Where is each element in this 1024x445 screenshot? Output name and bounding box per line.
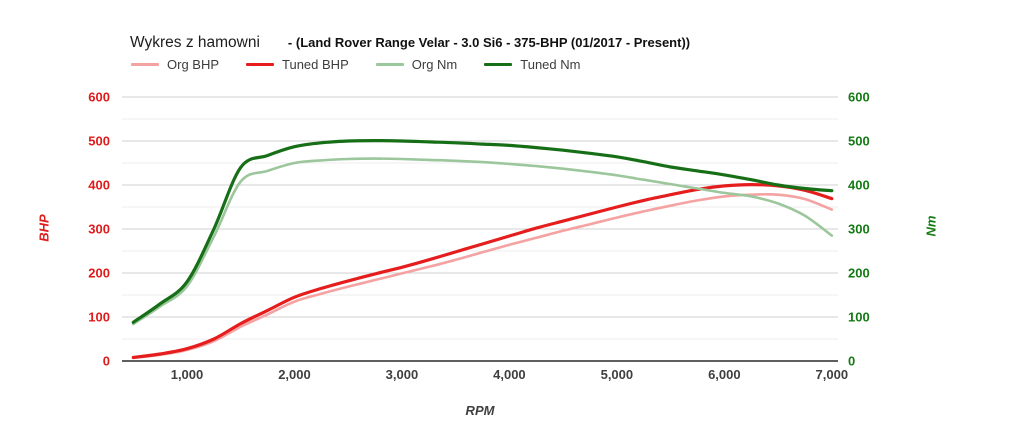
x-axis-title-rpm: RPM [465,403,495,418]
y-tick-label-right-0: 0 [848,354,855,369]
legend-label-tuned-nm: Tuned Nm [520,57,581,72]
x-tick-label-4000: 4,000 [493,367,526,382]
y-tick-label-left-200: 200 [88,266,110,281]
series-line-org-bhp [132,192,834,360]
y-tick-label-right-200: 200 [848,266,870,281]
legend-label-tuned-bhp: Tuned BHP [282,57,349,72]
legend-label-org-nm: Org Nm [411,57,458,72]
chart-title: Wykres z hamowni - (Land Rover Range Vel… [130,34,690,52]
legend-swatch-tuned-bhp-icon [246,63,275,66]
legend-swatch-tuned-nm-icon [484,63,513,66]
legend-label-org-bhp: Org BHP [167,57,220,72]
y-tick-label-left-100: 100 [88,310,110,325]
legend-item-tuned-nm: Tuned Nm [484,57,580,72]
legend-item-org-bhp: Org BHP [131,57,219,72]
chart-legend: Org BHP Tuned BHP Org Nm Tuned Nm [131,57,580,72]
series-line-tuned-bhp [131,182,834,360]
y-tick-label-left-0: 0 [103,354,110,369]
x-tick-label-1000: 1,000 [171,367,204,382]
y-tick-label-right-100: 100 [848,310,870,325]
x-tick-label-3000: 3,000 [386,367,419,382]
x-tick-label-2000: 2,000 [278,367,311,382]
y-tick-label-left-500: 500 [88,134,110,149]
series-line-org-nm [132,157,834,326]
chart-title-main: Wykres z hamowni [130,34,260,51]
y-tick-label-left-400: 400 [88,178,110,193]
y-tick-label-right-400: 400 [848,178,870,193]
y-tick-label-right-600: 600 [848,90,870,105]
legend-swatch-org-nm-icon [375,63,404,66]
x-tick-label-5000: 5,000 [601,367,634,382]
x-tick-label-6000: 6,000 [708,367,741,382]
y-tick-label-left-300: 300 [88,222,110,237]
y-tick-label-right-500: 500 [848,134,870,149]
legend-item-org-nm: Org Nm [375,57,458,72]
y-tick-label-left-600: 600 [88,90,110,105]
chart-title-vehicle: - (Land Rover Range Velar - 3.0 Si6 - 37… [287,35,691,50]
legend-swatch-org-bhp-icon [131,63,159,66]
y-tick-label-right-300: 300 [848,222,870,237]
series-line-tuned-nm [131,138,834,324]
x-tick-label-7000: 7,000 [816,367,849,382]
legend-item-tuned-bhp: Tuned BHP [246,57,349,72]
